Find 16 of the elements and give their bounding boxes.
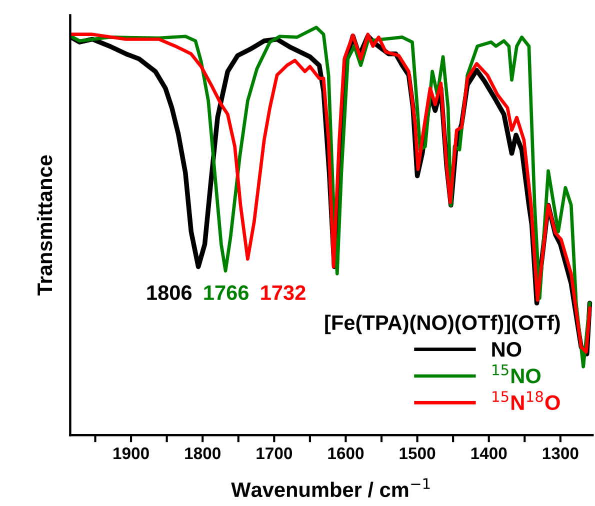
x-axis-title: Wavenumber / cm$^{−1}$ [231, 478, 430, 498]
x-tick-label: 1600 [328, 447, 364, 460]
x-tick-label: 1500 [400, 447, 436, 460]
x-tick-label: 1400 [471, 447, 507, 460]
x-tick-label: 1800 [185, 447, 220, 460]
x-tick-label: 1300 [542, 447, 578, 460]
legend-label: NO [492, 342, 522, 357]
annotation: 1766 [204, 285, 248, 300]
legend-title: [Fe(TPA)(NO)(OTf)](OTf) [325, 314, 560, 334]
legend-label: $^{15}$N$^{18}$O [492, 391, 560, 410]
x-tick-label: 1700 [256, 447, 292, 460]
legend-label: $^{15}$NO [492, 364, 541, 384]
annotation: 1732 [261, 285, 306, 300]
x-tick-label: 1900 [114, 447, 149, 460]
y-axis-title: Transmittance [36, 155, 52, 296]
annotation: 1806 [147, 285, 192, 300]
